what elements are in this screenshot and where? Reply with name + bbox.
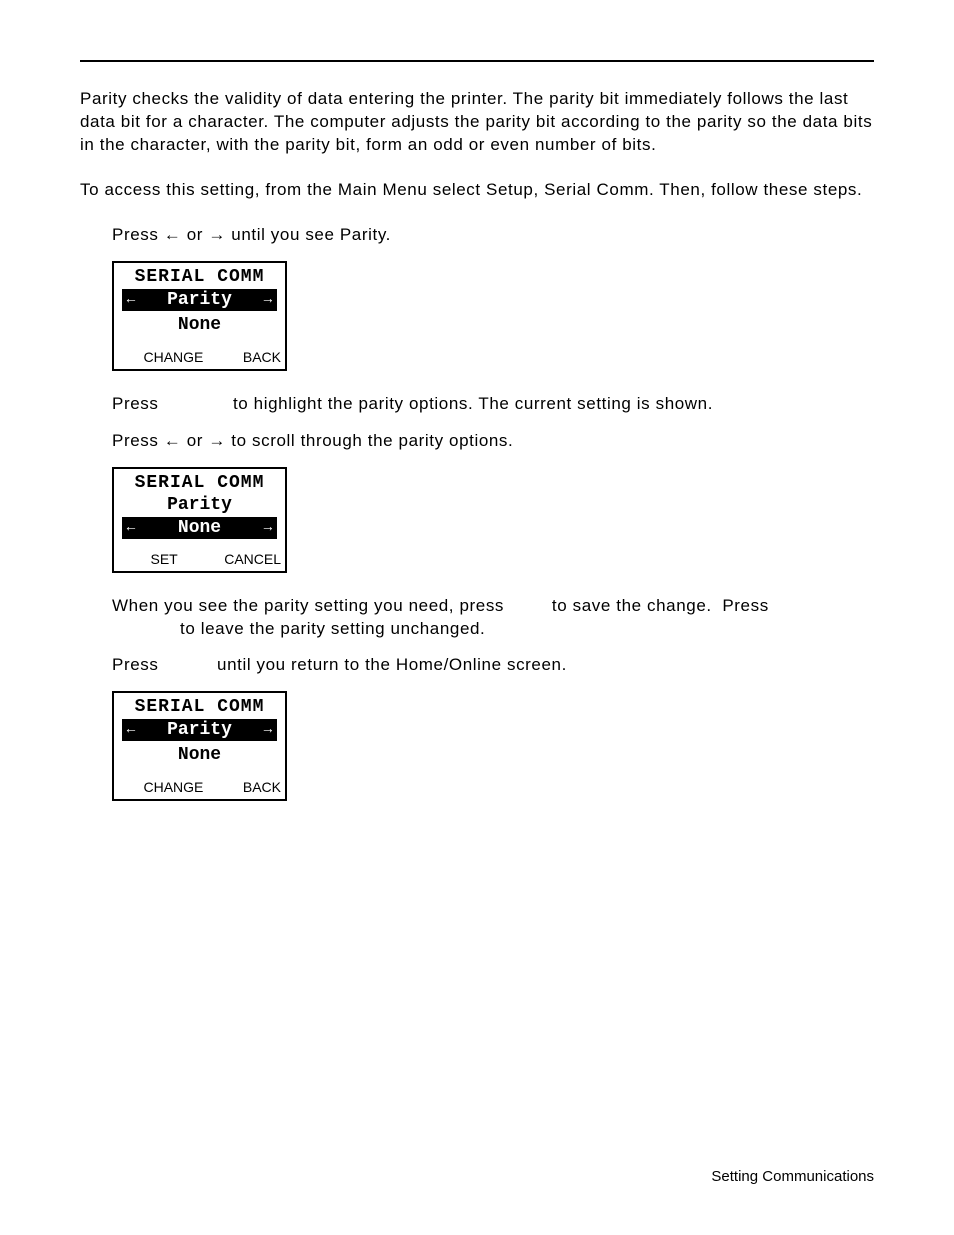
step-4-cont: to leave the parity setting unchanged. [80,618,874,641]
step-5: Press until you return to the Home/Onlin… [80,654,874,677]
lcd1-back-button[interactable]: BACK [243,349,281,365]
step-4: When you see the parity setting you need… [80,595,874,618]
lcd1-buttons: CHANGE BACK [116,341,283,367]
lcd1-left-arrow-icon: ← [124,289,138,311]
lcd2-line2: Parity [116,495,283,517]
lcd1-right-arrow-icon: → [261,289,275,311]
top-rule [80,60,874,62]
step-3-post: to scroll through the parity options. [226,431,513,450]
right-arrow-icon-2: → [208,431,226,450]
access-paragraph: To access this setting, from the Main Me… [80,179,874,202]
lcd3-right-arrow-icon: → [261,719,275,741]
lcd3-value: None [116,745,283,771]
lcd-screen-2: SERIAL COMM Parity ← None → SET CANCEL [112,467,287,573]
lcd-screen-1: SERIAL COMM ← Parity → None CHANGE BACK [112,261,287,371]
left-arrow-icon: ← [164,225,182,244]
lcd1-highlight-text: Parity [138,289,261,311]
step-3-mid: or [181,431,208,450]
lcd3-highlight-text: Parity [138,719,261,741]
intro-paragraph: Parity checks the validity of data enter… [80,88,874,157]
lcd2-set-button[interactable]: SET [118,551,210,567]
step-1: Press ← or → until you see Parity. [80,224,874,247]
lcd3-buttons: CHANGE BACK [116,771,283,797]
step-3-pre: Press [112,431,164,450]
lcd3-title: SERIAL COMM [116,697,283,719]
lcd1-title: SERIAL COMM [116,267,283,289]
step-2: Press to highlight the parity options. T… [80,393,874,416]
lcd2-left-arrow-icon: ← [124,517,138,539]
lcd1-highlight-row: ← Parity → [122,289,277,311]
lcd-screen-3: SERIAL COMM ← Parity → None CHANGE BACK [112,691,287,801]
lcd2-highlight-row: ← None → [122,517,277,539]
lcd1-change-button[interactable]: CHANGE [118,349,229,365]
lcd3-left-arrow-icon: ← [124,719,138,741]
left-arrow-icon-2: ← [164,431,182,450]
right-arrow-icon: → [208,225,226,244]
footer-text: Setting Communications [711,1168,874,1185]
step-1-pre: Press [112,225,164,244]
lcd1-value: None [116,315,283,341]
step-3: Press ← or → to scroll through the parit… [80,430,874,453]
step-1-post: until you see Parity. [226,225,391,244]
step-1-mid: or [181,225,208,244]
lcd2-right-arrow-icon: → [261,517,275,539]
lcd2-buttons: SET CANCEL [116,543,283,569]
lcd3-highlight-row: ← Parity → [122,719,277,741]
lcd2-cancel-button[interactable]: CANCEL [224,551,281,567]
lcd2-title: SERIAL COMM [116,473,283,495]
page: Parity checks the validity of data enter… [0,0,954,1235]
lcd3-change-button[interactable]: CHANGE [118,779,229,795]
lcd2-highlight-text: None [138,517,261,539]
lcd3-back-button[interactable]: BACK [243,779,281,795]
